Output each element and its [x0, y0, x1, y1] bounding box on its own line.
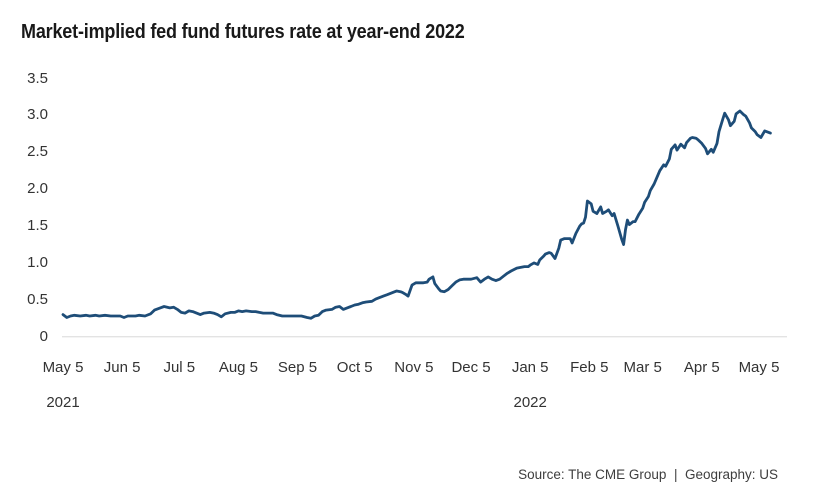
x-tick-label: Mar 5 — [623, 359, 662, 376]
y-tick-label: 1.5 — [27, 217, 48, 235]
year-label: 2022 — [513, 394, 547, 411]
line-chart-plot — [61, 109, 787, 338]
chart-title: Market-implied fed fund futures rate at … — [21, 21, 465, 43]
y-tick-label: 0 — [39, 327, 48, 345]
x-tick-label: Dec 5 — [451, 359, 491, 376]
x-tick-label: Aug 5 — [218, 359, 259, 376]
x-tick-label: Jul 5 — [163, 359, 196, 376]
x-tick-label: May 5 — [738, 359, 780, 376]
rate-series-line — [61, 109, 772, 320]
y-tick-label: 3.5 — [27, 69, 48, 87]
y-tick-label: 1.0 — [27, 253, 48, 271]
x-tick-label: Apr 5 — [683, 359, 720, 376]
y-tick-label: 2.5 — [27, 143, 48, 161]
x-tick-label: Jan 5 — [511, 359, 549, 376]
x-tick-label: Oct 5 — [336, 359, 373, 376]
source-text: Source: The CME Group | Geography: US — [518, 467, 778, 482]
x-tick-label: Nov 5 — [394, 359, 434, 376]
y-tick-label: 0.5 — [27, 290, 48, 308]
year-label: 2021 — [46, 394, 80, 411]
x-tick-label: May 5 — [42, 359, 84, 376]
y-tick-label: 2.0 — [27, 180, 48, 198]
y-tick-label: 3.0 — [27, 106, 48, 124]
chart-footer: Source: The CME Group | Geography: US *A… — [518, 430, 778, 490]
x-tick-label: Feb 5 — [570, 359, 609, 376]
x-tick-label: Sep 5 — [277, 359, 318, 376]
x-tick-label: Jun 5 — [103, 359, 141, 376]
